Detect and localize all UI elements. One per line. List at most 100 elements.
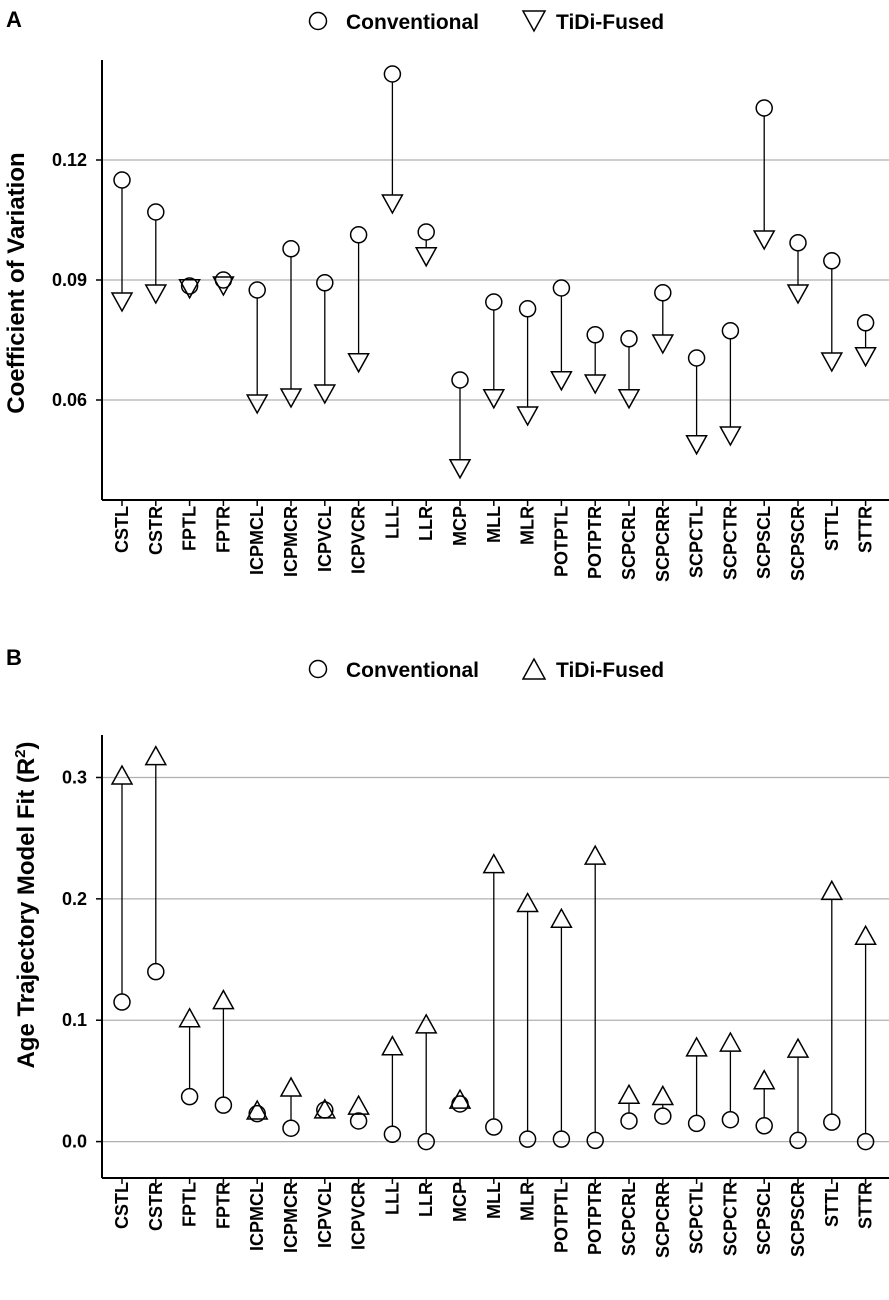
legend-a: Conventional TiDi-Fused — [308, 10, 664, 34]
tidi-fused-point-b — [144, 745, 168, 766]
x-tick-label-b: POTPTR — [585, 1182, 605, 1255]
tidi-fused-point-a — [381, 194, 404, 215]
conventional-point-b — [586, 1131, 604, 1150]
tidi-fused-point-b — [516, 891, 539, 913]
tidi-fused-point-b — [651, 1084, 675, 1106]
conventional-point-b — [789, 1131, 807, 1150]
tidi-fused-point-a — [279, 388, 303, 409]
tidi-fused-point-a — [516, 406, 539, 427]
conventional-point-b — [552, 1130, 571, 1148]
x-tick-label-a: ICPVCL — [315, 506, 335, 572]
tidi-fused-point-b — [212, 989, 235, 1010]
tidi-fused-point-a — [685, 435, 708, 456]
x-tick-label-b: FPTL — [180, 1182, 200, 1227]
plot-area-b: 0.0 0.1 0.2 0.3 CSTL CSTR FPTL FPTR ICPMCL ICPMCR… — [62, 735, 889, 1258]
x-tick-label-a: FPTR — [213, 506, 233, 553]
y-tick-label-b: 0.2 — [62, 889, 87, 909]
x-tick-label-a: STTR — [856, 506, 876, 553]
panel-a-ylabel: Coefficient of Variation — [3, 152, 30, 413]
panel-b-ylabel: Age Trajectory Model Fit (R2) — [12, 741, 40, 1068]
x-tick-label-b: STTR — [856, 1182, 876, 1229]
tidi-fused-point-a — [651, 334, 675, 355]
conventional-point-b — [248, 1104, 266, 1123]
x-tick-label-a: SCPSCR — [788, 506, 808, 581]
x-tick-label-b: CSTR — [146, 1182, 166, 1231]
legend-a-tidi-marker — [521, 10, 547, 33]
x-tick-label-b: SCPCRR — [653, 1182, 673, 1258]
x-tick-label-a: SCPCRR — [653, 506, 673, 582]
plot-area-a: 0.06 0.09 0.12 CSTL CSTR FPTL FPTR ICPMCL ICPMCR… — [52, 60, 889, 582]
conventional-point-b — [620, 1112, 638, 1130]
tidi-fused-point-a — [719, 426, 742, 447]
conventional-point-b — [823, 1113, 841, 1131]
x-tick-label-b: MCP — [450, 1182, 470, 1222]
tidi-fused-point-a — [617, 389, 641, 410]
x-tick-label-a: LLR — [416, 506, 436, 541]
tidi-fused-point-a — [178, 279, 201, 300]
tidi-fused-point-b — [178, 1007, 201, 1028]
tidi-fused-point-b — [482, 853, 506, 874]
tidi-fused-point-a — [550, 371, 573, 392]
conventional-point-a — [282, 240, 300, 258]
conventional-point-a — [755, 99, 773, 117]
legend-a-conventional-marker — [308, 11, 328, 31]
conventional-point-b — [485, 1118, 503, 1136]
x-tick-label-b: ICPVCL — [315, 1182, 335, 1248]
tidi-fused-point-a — [820, 352, 844, 373]
x-tick-label-b: ICPMCR — [281, 1182, 301, 1253]
conventional-point-b — [856, 1132, 875, 1151]
tidi-fused-point-b — [583, 844, 607, 865]
x-tick-label-a: SCPCTL — [687, 506, 707, 578]
panel-b-label: B — [6, 645, 22, 670]
conventional-point-a — [451, 371, 469, 389]
conventional-point-a — [147, 203, 165, 221]
tidi-fused-point-a — [347, 353, 370, 374]
tidi-fused-point-a — [313, 384, 337, 405]
tidi-fused-point-a — [583, 374, 607, 395]
panel-a-label: A — [6, 7, 22, 32]
legend-b-conventional-label: Conventional — [346, 659, 479, 682]
x-tick-label-a: SCPSCL — [754, 506, 774, 579]
y-tick-label-a: 0.06 — [52, 390, 87, 410]
legend-a-tidi-label: TiDi-Fused — [556, 11, 664, 34]
x-tick-label-a: CSTR — [146, 506, 166, 555]
tidi-fused-point-b — [245, 1099, 269, 1120]
conventional-point-b — [214, 1096, 233, 1114]
conventional-point-a — [789, 234, 807, 252]
legend-b-conventional-marker — [308, 659, 328, 679]
x-tick-label-a: MCP — [450, 506, 470, 546]
tidi-fused-point-b — [617, 1083, 641, 1104]
tidi-fused-point-b — [854, 924, 877, 946]
tidi-fused-point-b — [110, 764, 134, 785]
tidi-fused-point-a — [752, 230, 776, 251]
x-tick-label-a: FPTL — [180, 506, 200, 551]
conventional-point-b — [316, 1101, 334, 1119]
tidi-fused-point-b — [347, 1094, 370, 1115]
x-tick-label-b: SCPSCL — [754, 1182, 774, 1255]
conventional-point-a — [586, 326, 604, 344]
conventional-point-b — [654, 1107, 672, 1125]
tidi-fused-point-a — [110, 292, 134, 313]
conventional-point-a — [721, 322, 740, 340]
tidi-fused-point-a — [482, 389, 506, 410]
conventional-point-b — [687, 1114, 706, 1133]
conventional-point-a — [823, 252, 841, 270]
conventional-point-a — [316, 274, 334, 292]
conventional-point-b — [755, 1117, 773, 1135]
x-tick-label-a: LLL — [382, 506, 402, 539]
legend-b: Conventional TiDi-Fused — [308, 657, 664, 682]
conventional-point-b — [383, 1125, 402, 1144]
y-tick-label-a: 0.12 — [52, 150, 87, 170]
x-tick-label-a: POTPTR — [585, 506, 605, 579]
panel-a: A Conventional TiDi-Fused Coefficient of… — [3, 7, 889, 582]
legend-b-tidi-label: TiDi-Fused — [556, 659, 664, 682]
tidi-fused-point-a — [448, 459, 472, 480]
tidi-fused-point-b — [550, 907, 573, 929]
x-tick-label-b: SCPCTR — [720, 1182, 740, 1256]
x-tick-label-a: MLR — [518, 506, 538, 545]
legend-b-tidi-marker — [521, 657, 547, 680]
conventional-point-a — [417, 223, 435, 241]
tidi-fused-point-a — [854, 347, 877, 368]
conventional-point-b — [417, 1132, 435, 1151]
tidi-fused-point-a — [414, 247, 438, 268]
